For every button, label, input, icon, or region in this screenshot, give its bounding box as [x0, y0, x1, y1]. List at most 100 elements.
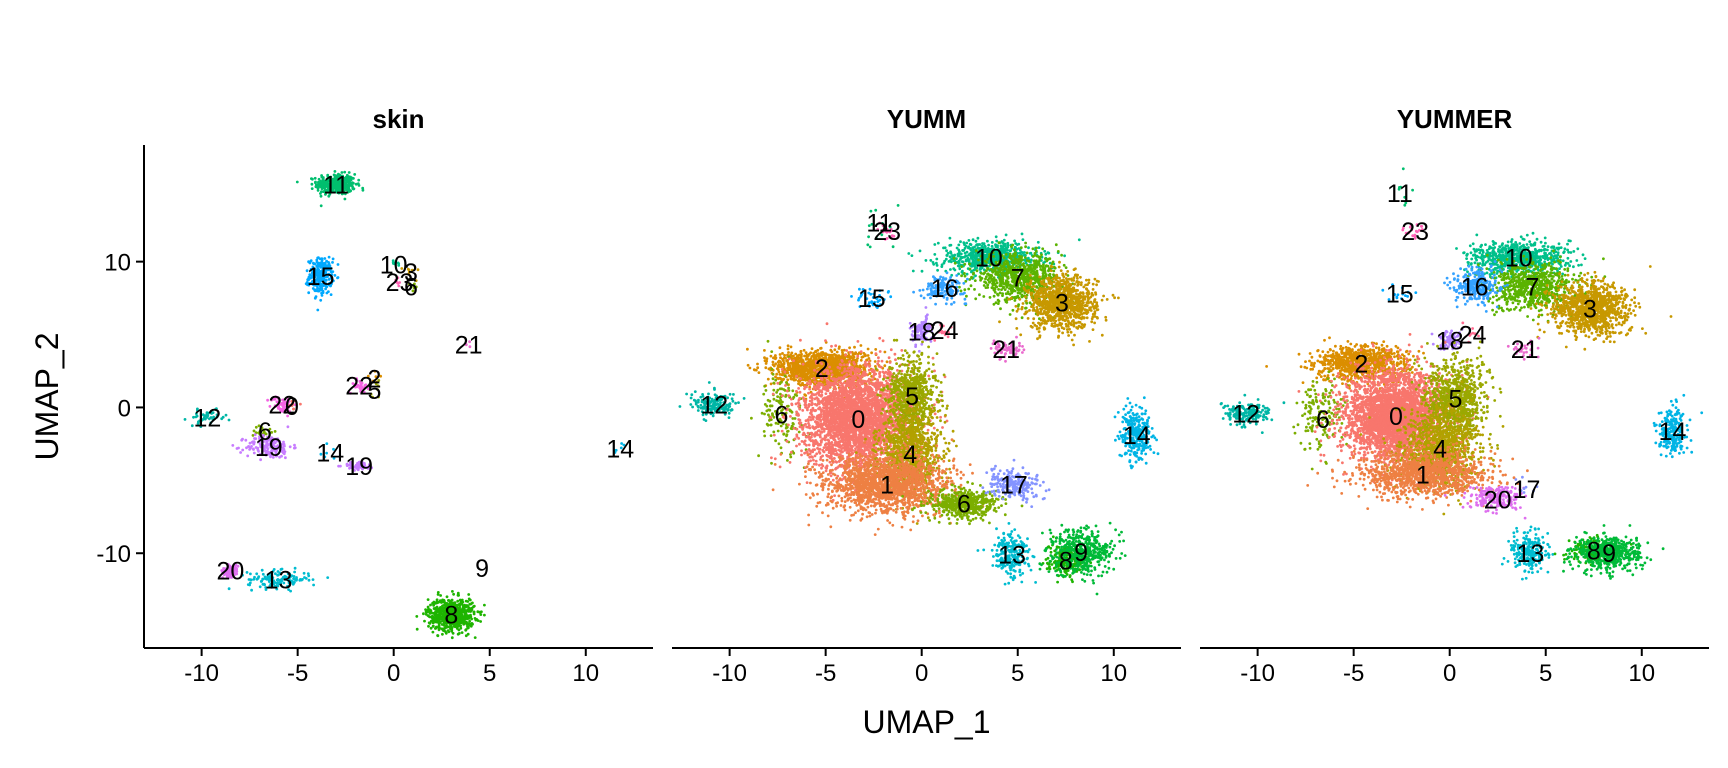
point-cluster-13	[303, 572, 306, 575]
point-cluster-11	[311, 183, 314, 186]
point-cluster-3	[1022, 302, 1025, 305]
point-cluster-3	[1073, 334, 1076, 337]
point-cluster-3	[1041, 307, 1044, 310]
point-cluster-3	[1036, 291, 1039, 294]
point-cluster-7	[973, 288, 976, 291]
point-cluster-10	[925, 259, 928, 262]
point-cluster-3	[1016, 310, 1019, 313]
point-cluster-7	[1055, 243, 1058, 246]
point-cluster-3	[1032, 322, 1035, 325]
point-cluster-7	[999, 280, 1002, 283]
point-cluster-3	[1029, 282, 1032, 285]
point-cluster-8	[457, 594, 460, 597]
point-cluster-3	[1042, 319, 1045, 322]
point-cluster-3	[1077, 310, 1080, 313]
point-cluster-10	[1013, 240, 1016, 243]
point-cluster-3	[1084, 298, 1087, 301]
point-cluster-8	[439, 600, 442, 603]
point-cluster-8	[480, 610, 483, 613]
cluster-label-9: 9	[475, 555, 489, 583]
point-cluster-10	[929, 259, 932, 262]
point-cluster-8	[462, 622, 465, 625]
point-cluster-7	[990, 279, 993, 282]
point-cluster-3	[1093, 322, 1096, 325]
point-cluster-3	[1075, 292, 1078, 295]
point-cluster-2	[867, 348, 870, 351]
point-cluster-7	[1032, 266, 1035, 269]
point-cluster-7	[999, 284, 1002, 287]
point-cluster-7	[1021, 316, 1024, 319]
point-cluster-8	[427, 598, 430, 601]
point-cluster-3	[1058, 277, 1061, 280]
point-cluster-8	[427, 625, 430, 628]
point-cluster-8	[435, 620, 438, 623]
point-cluster-3	[1102, 295, 1105, 298]
point-cluster-13	[260, 580, 263, 583]
point-cluster-3	[1074, 298, 1077, 301]
point-cluster-8	[463, 610, 466, 613]
point-cluster-11	[353, 187, 356, 190]
point-cluster-10	[907, 252, 910, 255]
point-cluster-2	[860, 344, 863, 347]
point-cluster-10	[962, 249, 965, 252]
point-cluster-8	[435, 626, 438, 629]
point-cluster-10	[960, 253, 963, 256]
point-cluster-8	[473, 611, 476, 614]
point-cluster-8	[433, 601, 436, 604]
point-cluster-11	[362, 189, 365, 192]
point-cluster-7	[1002, 282, 1005, 285]
point-cluster-8	[464, 629, 467, 632]
point-cluster-3	[1059, 279, 1062, 282]
point-cluster-7	[1043, 269, 1046, 272]
point-cluster-3	[1076, 289, 1079, 292]
point-cluster-8	[452, 593, 455, 596]
point-cluster-12	[225, 414, 228, 417]
point-cluster-3	[1066, 331, 1069, 334]
point-cluster-3	[1066, 328, 1069, 331]
point-cluster-8	[461, 631, 464, 634]
point-cluster-3	[1033, 285, 1036, 288]
point-cluster-2	[767, 378, 770, 381]
point-cluster-7	[1052, 270, 1055, 273]
point-cluster-7	[999, 307, 1002, 310]
point-cluster-13	[228, 587, 231, 590]
point-cluster-8	[432, 621, 435, 624]
point-cluster-3	[1095, 301, 1098, 304]
point-cluster-11	[349, 182, 352, 185]
point-cluster-10	[921, 270, 924, 273]
point-cluster-8	[432, 625, 435, 628]
point-cluster-3	[1021, 306, 1024, 309]
point-cluster-7	[1005, 301, 1008, 304]
point-cluster-19	[284, 456, 287, 459]
point-cluster-10	[964, 247, 967, 250]
point-cluster-21	[1021, 345, 1024, 348]
point-cluster-7	[1030, 264, 1033, 267]
point-cluster-8	[479, 613, 482, 616]
point-cluster-8	[460, 599, 463, 602]
point-cluster-7	[1039, 265, 1042, 268]
point-cluster-8	[483, 604, 486, 607]
point-cluster-7	[997, 302, 1000, 305]
cluster-label-19: 19	[345, 453, 373, 481]
x-tick-label: 5	[483, 660, 496, 687]
point-cluster-3	[1094, 310, 1097, 313]
point-cluster-8	[437, 591, 440, 594]
point-cluster-7	[970, 284, 973, 287]
point-cluster-8	[441, 633, 444, 636]
point-cluster-19	[240, 439, 243, 442]
point-cluster-10	[1022, 238, 1025, 241]
point-cluster-3	[1080, 317, 1083, 320]
point-cluster-7	[1035, 250, 1038, 253]
point-cluster-8	[469, 609, 472, 612]
point-cluster-16	[962, 282, 965, 285]
point-cluster-3	[1105, 319, 1108, 322]
point-cluster-10	[972, 238, 975, 241]
point-cluster-3	[1077, 303, 1080, 306]
point-cluster-7	[985, 286, 988, 289]
point-cluster-15	[889, 295, 892, 298]
point-cluster-3	[1036, 302, 1039, 305]
point-cluster-10	[964, 255, 967, 258]
point-cluster-3	[1094, 291, 1097, 294]
cluster-label-12: 12	[193, 405, 221, 433]
point-cluster-10	[962, 241, 965, 244]
